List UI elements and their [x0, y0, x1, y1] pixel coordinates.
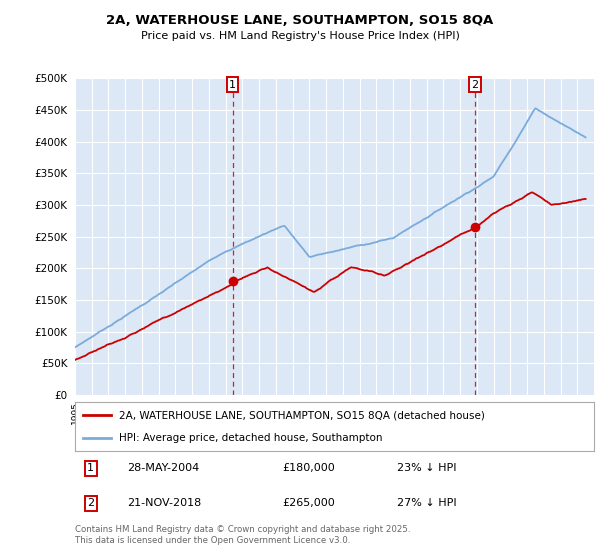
Text: Price paid vs. HM Land Registry's House Price Index (HPI): Price paid vs. HM Land Registry's House … [140, 31, 460, 41]
Text: Contains HM Land Registry data © Crown copyright and database right 2025.
This d: Contains HM Land Registry data © Crown c… [75, 525, 410, 545]
Text: 2A, WATERHOUSE LANE, SOUTHAMPTON, SO15 8QA (detached house): 2A, WATERHOUSE LANE, SOUTHAMPTON, SO15 8… [119, 410, 485, 421]
Text: HPI: Average price, detached house, Southampton: HPI: Average price, detached house, Sout… [119, 433, 383, 444]
Text: 1: 1 [229, 80, 236, 90]
Text: 28-MAY-2004: 28-MAY-2004 [127, 463, 199, 473]
Text: 2A, WATERHOUSE LANE, SOUTHAMPTON, SO15 8QA: 2A, WATERHOUSE LANE, SOUTHAMPTON, SO15 8… [106, 14, 494, 27]
Text: 21-NOV-2018: 21-NOV-2018 [127, 498, 201, 508]
Text: 2: 2 [87, 498, 94, 508]
Text: 2: 2 [472, 80, 479, 90]
Text: £265,000: £265,000 [283, 498, 335, 508]
Text: £180,000: £180,000 [283, 463, 335, 473]
Text: 27% ↓ HPI: 27% ↓ HPI [397, 498, 457, 508]
Text: 23% ↓ HPI: 23% ↓ HPI [397, 463, 456, 473]
Text: 1: 1 [87, 463, 94, 473]
